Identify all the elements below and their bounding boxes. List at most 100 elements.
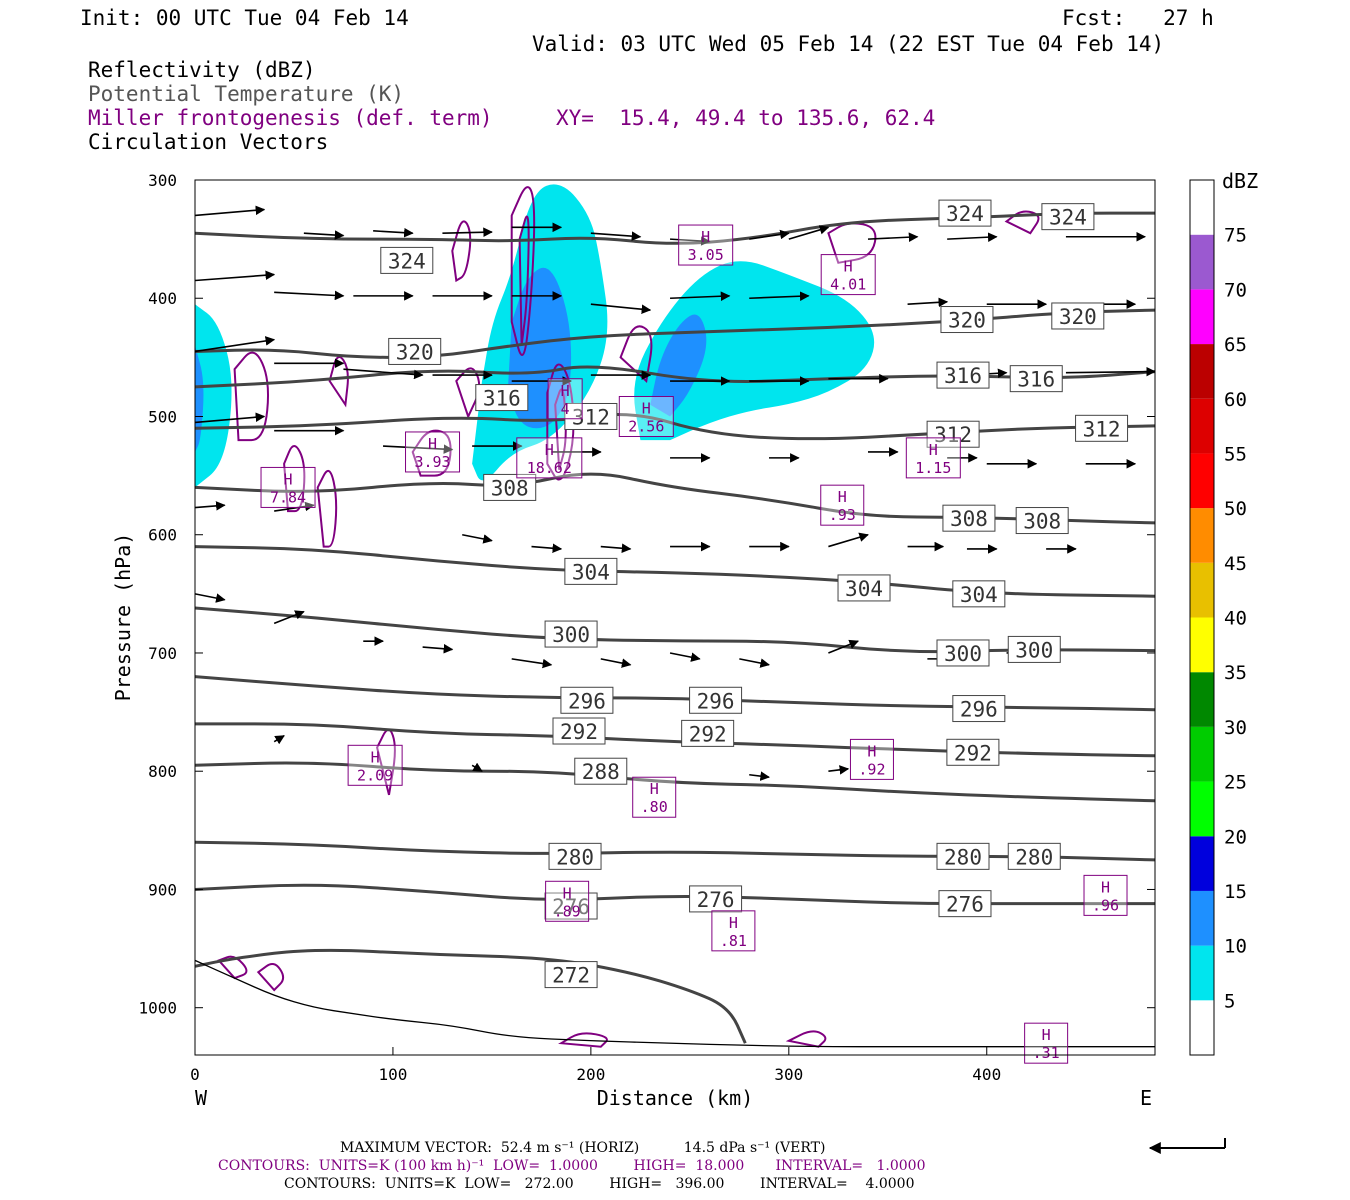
colorbar-segment-12 — [1190, 344, 1214, 399]
colorbar-label-60: 60 — [1224, 389, 1247, 411]
high-letter: H — [838, 488, 847, 506]
frontogenesis-contour-15 — [256, 962, 285, 992]
circulation-vector-70 — [749, 771, 770, 781]
theta-label-box — [1015, 507, 1069, 535]
x-tick-label-300: 300 — [774, 1065, 803, 1084]
circulation-vector-5 — [590, 231, 642, 241]
circulation-vector-71 — [828, 765, 850, 775]
theta-label-text: 292 — [689, 722, 727, 746]
theta-label-300-1: 300 — [936, 639, 990, 667]
circulation-vector-20 — [907, 297, 949, 308]
theta-label-308-1: 308 — [942, 504, 996, 532]
reference-vector-icon — [1148, 1138, 1226, 1154]
high-value: .96 — [1092, 896, 1119, 914]
theta-label-layer: 324 324 324 320 320 320 316 316 316 312 312 312 308 3… — [380, 199, 1129, 989]
theta-label-box — [837, 574, 891, 602]
theta-label-292-0: 292 — [552, 717, 606, 745]
circulation-vector-48 — [531, 543, 563, 554]
theta-label-box — [681, 719, 735, 747]
frontogenesis-high-8: H1.15 — [905, 437, 961, 479]
high-value: 3.93 — [414, 453, 450, 471]
frontogenesis-contour-4 — [554, 388, 567, 470]
terrain-line — [195, 959, 1155, 1048]
colorbar-segment-1 — [1190, 945, 1214, 1001]
theta-label-box — [483, 473, 537, 501]
y-tick-label-500: 500 — [148, 407, 177, 426]
theta-label-box — [564, 557, 618, 585]
frontogenesis-high-9: H2.09 — [347, 744, 403, 786]
high-letter: H — [701, 228, 710, 246]
circulation-vector-67 — [273, 735, 285, 745]
theta-label-box — [544, 620, 598, 648]
theta-label-316-0: 316 — [475, 384, 529, 412]
high-value: 1.15 — [915, 459, 951, 477]
high-letter: H — [929, 441, 938, 459]
high-box — [820, 484, 865, 526]
theta-label-text: 324 — [1049, 206, 1087, 230]
high-value: .81 — [720, 932, 747, 950]
high-letter: H — [650, 780, 659, 798]
frontogenesis-high-2: H3.93 — [405, 431, 461, 473]
circulation-vector-19 — [749, 291, 810, 302]
theta-label-280-2: 280 — [1007, 842, 1061, 870]
colorbar-label-75: 75 — [1224, 225, 1247, 247]
theta-label-text: 316 — [483, 387, 521, 411]
theta-label-276-1: 276 — [689, 885, 743, 913]
high-box — [905, 437, 961, 479]
circulation-vector-64 — [828, 639, 859, 654]
theta-label-312-2: 312 — [1075, 414, 1129, 442]
high-value: .80 — [641, 798, 668, 816]
theta-label-300-0: 300 — [544, 620, 598, 648]
frontogenesis-contour-2 — [451, 220, 472, 283]
colorbar-label-15: 15 — [1224, 881, 1247, 903]
theta-label-320-2: 320 — [1051, 302, 1105, 330]
high-box — [678, 224, 734, 266]
theta-label-text: 308 — [491, 476, 529, 500]
frontogenesis-high-15: H.31 — [1024, 1022, 1069, 1064]
theta-label-box — [938, 890, 992, 918]
terrain-layer — [195, 959, 1155, 1048]
high-box — [1083, 874, 1128, 916]
x-tick-label-400: 400 — [972, 1065, 1001, 1084]
theta-label-288-0: 288 — [574, 757, 628, 785]
frontogenesis-contour-5 — [411, 429, 452, 477]
theta-label-box — [552, 717, 606, 745]
circulation-vector-1 — [303, 230, 345, 240]
high-box — [632, 776, 677, 818]
east-label: E — [1140, 1086, 1152, 1110]
circulation-vector-25 — [343, 368, 424, 380]
high-box — [260, 466, 316, 508]
theta-label-text: 304 — [960, 583, 998, 607]
high-letter: H — [561, 382, 570, 400]
high-value: 7.84 — [270, 488, 306, 506]
theta-label-text: 280 — [1015, 845, 1053, 869]
colorbar-segment-11 — [1190, 398, 1214, 454]
high-letter: H — [563, 884, 572, 902]
high-value: .31 — [1033, 1044, 1060, 1062]
high-letter: H — [284, 470, 293, 488]
init-time: Init: 00 UTC Tue 04 Feb 14 — [80, 6, 409, 30]
high-value: 2.56 — [628, 417, 664, 435]
high-box — [618, 395, 674, 437]
plot-frame — [194, 179, 1156, 1056]
high-letter: H — [867, 742, 876, 760]
theta-label-box — [938, 199, 992, 227]
frontogenesis-high-11: H.80 — [632, 776, 677, 818]
circulation-vector-13 — [274, 290, 345, 301]
colorbar-label-50: 50 — [1224, 498, 1247, 520]
colorbar-label-65: 65 — [1224, 334, 1247, 356]
theta-label-text: 312 — [572, 405, 610, 429]
theta-label-292-2: 292 — [946, 738, 1000, 766]
theta-label-text: 320 — [948, 309, 986, 333]
valid-time: Valid: 03 UTC Wed 05 Feb 14 (22 EST Tue … — [532, 32, 1165, 56]
colorbar-label-40: 40 — [1224, 608, 1247, 630]
theta-label-312-0: 312 — [564, 402, 618, 430]
theta-label-text: 280 — [944, 845, 982, 869]
theta-label-text: 276 — [552, 895, 590, 919]
circulation-vector-34 — [195, 412, 266, 424]
high-value: 3.05 — [688, 246, 724, 264]
circulation-vector-62 — [669, 652, 701, 662]
high-letter: H — [428, 435, 437, 453]
theta-label-text: 320 — [396, 340, 434, 364]
